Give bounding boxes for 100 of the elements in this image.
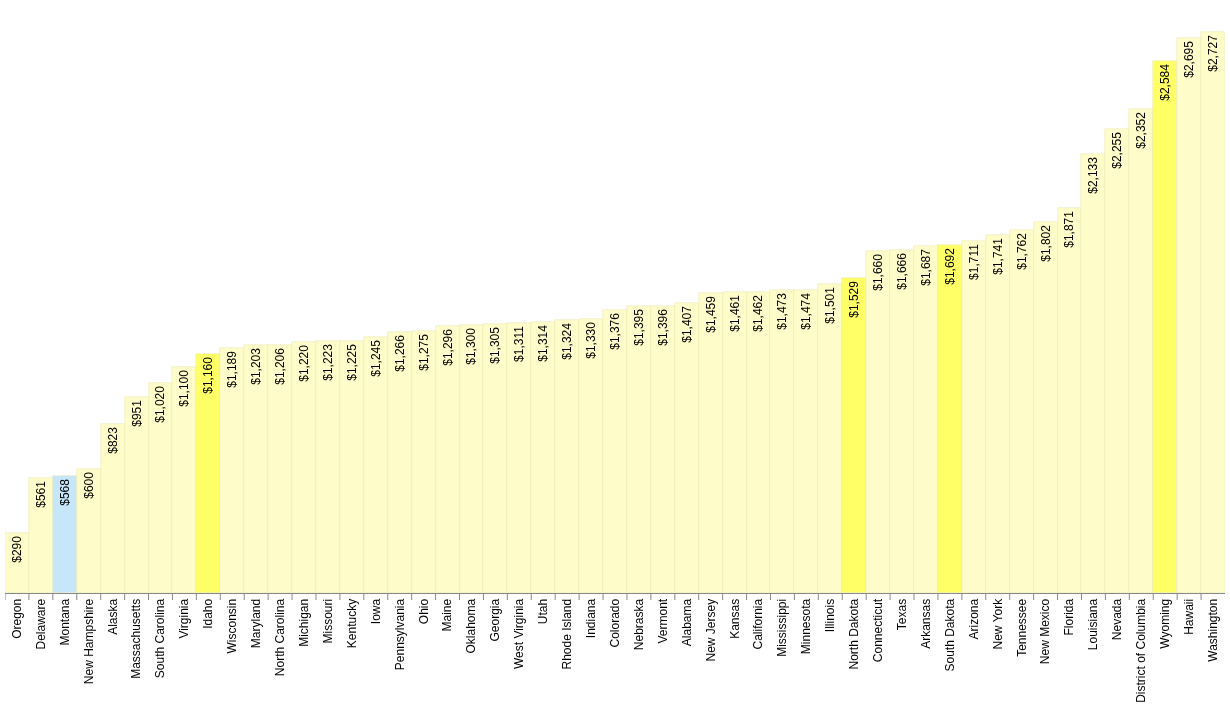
data-label: $1,225 [344, 343, 359, 381]
data-label: $1,501 [822, 286, 837, 324]
data-label: $2,695 [1181, 40, 1196, 78]
x-tick-label: Nebraska [631, 598, 646, 651]
x-tick-label: Tennessee [1014, 598, 1029, 657]
data-label: $1,203 [248, 347, 263, 385]
data-label: $1,407 [679, 305, 694, 343]
x-tick-label: Maine [440, 598, 455, 632]
data-label: $1,802 [1038, 224, 1053, 262]
x-tick-label: Massachusetts [129, 598, 144, 679]
data-label: $568 [57, 478, 72, 506]
x-tick-label: Arkansas [918, 598, 933, 649]
data-label: $1,266 [392, 334, 407, 372]
x-tick-label: Missouri [320, 598, 335, 644]
data-label: $1,741 [990, 237, 1005, 275]
x-tick-label: Hawaii [1182, 598, 1197, 635]
data-label: $1,711 [966, 243, 981, 280]
data-label: $1,461 [727, 294, 742, 332]
data-label: $1,300 [464, 327, 479, 365]
data-label: $1,666 [894, 252, 909, 290]
data-label: $1,474 [798, 292, 813, 330]
x-tick-label: North Carolina [273, 598, 287, 677]
x-tick-label: Wisconsin [225, 598, 240, 654]
data-label: $1,473 [774, 292, 789, 330]
x-tick-label: Kentucky [344, 598, 359, 649]
x-tick-label: Maryland [249, 598, 264, 649]
x-tick-label: Pennsylvania [392, 598, 407, 671]
data-label: $1,100 [176, 369, 191, 407]
data-label: $823 [105, 426, 120, 454]
x-tick-label: Rhode Island [560, 598, 575, 670]
data-label: $2,352 [1133, 111, 1148, 149]
x-tick-label: District of Columbia [1134, 598, 1149, 703]
x-tick-label: Utah [536, 598, 551, 625]
x-tick-label: New Mexico [1038, 598, 1053, 665]
data-label: $290 [9, 535, 24, 563]
x-tick-label: Oregon [9, 598, 24, 639]
data-label: $1,189 [224, 350, 239, 388]
data-label: $1,396 [655, 308, 670, 346]
data-label: $1,692 [942, 247, 957, 285]
x-tick-label: Minnesota [799, 598, 814, 655]
x-tick-label: Montana [57, 598, 72, 646]
x-tick-label: New York [990, 597, 1005, 650]
x-tick-label: Nevada [1110, 598, 1125, 641]
data-label: $1,160 [200, 356, 215, 394]
x-tick-label: Arizona [966, 598, 981, 640]
data-label: $1,296 [440, 328, 455, 366]
x-tick-label: Ohio [416, 598, 431, 625]
x-tick-label: New Jersey [703, 598, 718, 662]
data-label: $1,660 [870, 253, 885, 291]
data-label: $1,529 [846, 280, 861, 318]
x-tick-label: Idaho [201, 598, 216, 629]
data-label: $600 [81, 471, 96, 499]
x-tick-label: Oklahoma [464, 598, 479, 654]
data-label: $2,255 [1109, 131, 1124, 169]
x-tick-label: Washington [1205, 598, 1220, 662]
data-label: $1,020 [153, 385, 168, 423]
x-tick-label: Vermont [655, 598, 670, 644]
data-label: $951 [129, 399, 144, 427]
data-label: $1,376 [607, 312, 622, 350]
data-label: $1,220 [296, 344, 311, 382]
data-label: $1,462 [751, 294, 766, 332]
data-label: $2,727 [1205, 34, 1220, 72]
x-tick-label: Alabama [679, 598, 694, 647]
x-tick-label: California [751, 598, 766, 650]
data-label: $1,275 [416, 333, 431, 371]
x-tick-label: Colorado [607, 598, 622, 648]
data-label: $1,459 [703, 295, 718, 333]
data-label: $1,330 [583, 321, 598, 359]
data-label: $1,324 [559, 322, 574, 360]
data-label: $2,133 [1085, 156, 1100, 194]
x-tick-label: Wyoming [1158, 598, 1173, 649]
x-tick-label: Louisiana [1086, 598, 1101, 651]
data-label: $2,584 [1157, 63, 1172, 101]
data-label: $1,311 [511, 325, 526, 362]
x-tick-label: Georgia [488, 598, 503, 642]
x-tick-label: Iowa [368, 598, 383, 625]
data-label: $1,762 [1014, 232, 1029, 270]
x-tick-label: Delaware [33, 598, 48, 650]
x-tick-label: Texas [894, 598, 909, 631]
x-tick-label: South Dakota [942, 598, 957, 672]
x-tick-label: Kansas [727, 598, 742, 639]
data-label: $1,223 [320, 343, 335, 381]
x-tick-label: Illinois [823, 598, 838, 633]
x-tick-label: New Hampshire [81, 598, 96, 685]
x-tick-label: Connecticut [871, 598, 886, 663]
x-tick-label: Indiana [583, 598, 598, 639]
x-tick-label: Florida [1062, 598, 1077, 636]
data-label: $1,395 [631, 308, 646, 346]
data-label: $1,305 [487, 326, 502, 364]
data-label: $1,687 [918, 248, 933, 286]
data-label: $1,871 [1062, 210, 1077, 248]
data-label: $1,206 [272, 347, 287, 385]
x-tick-label: Mississippi [775, 598, 790, 657]
x-tick-label: West Virginia [512, 598, 527, 670]
data-label: $1,314 [535, 324, 550, 362]
x-tick-label: Alaska [105, 598, 120, 635]
data-label: $561 [33, 480, 48, 508]
x-tick-label: Michigan [296, 598, 311, 647]
data-label: $1,245 [368, 339, 383, 377]
x-tick-label: Virginia [177, 598, 192, 639]
